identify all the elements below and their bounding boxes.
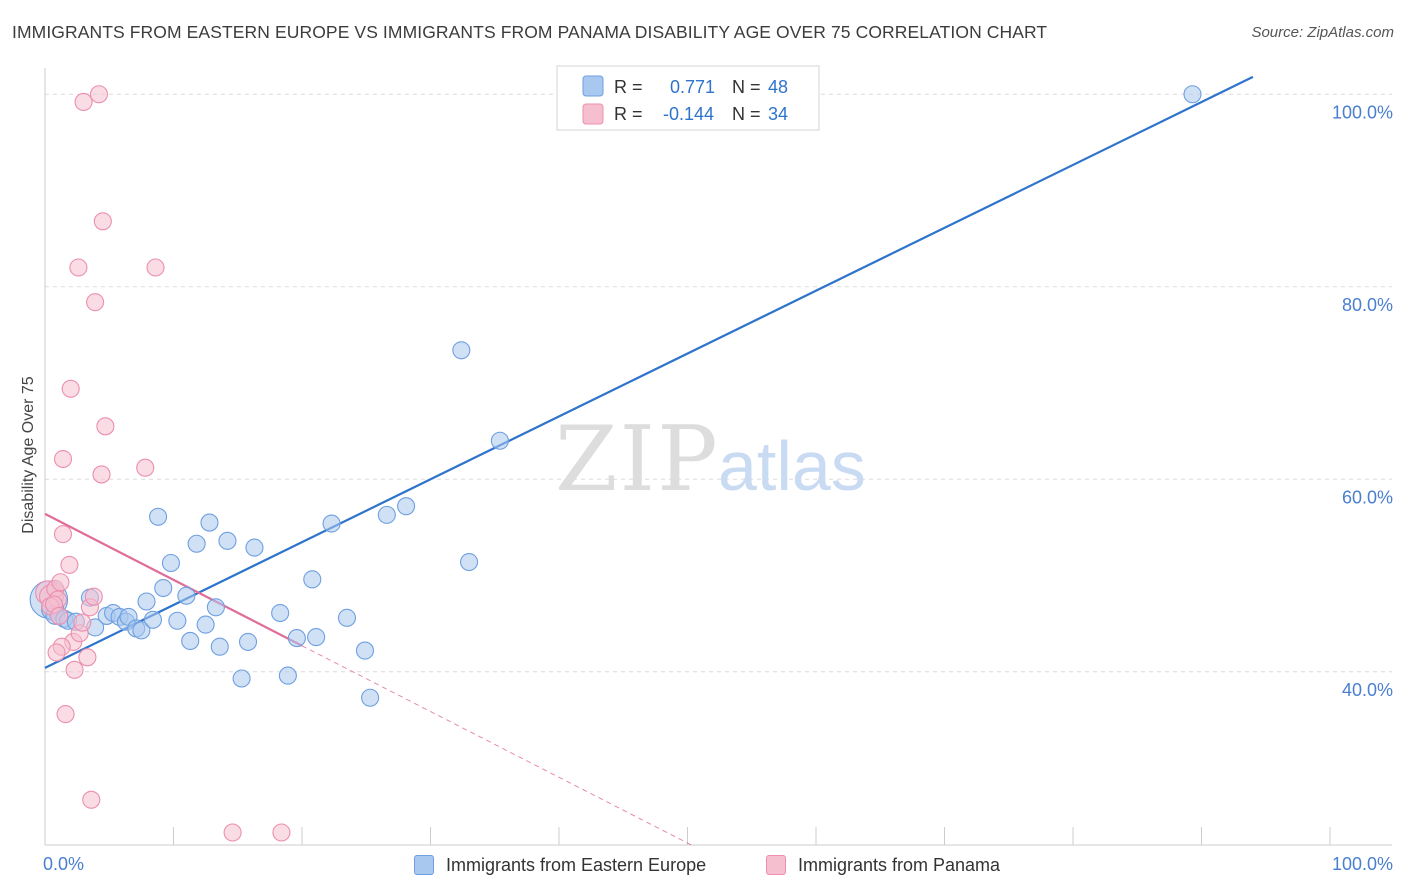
trend-line-blue xyxy=(44,75,1254,669)
y-axis-title: Disability Age Over 75 xyxy=(20,376,37,534)
point-blue-35 xyxy=(303,570,322,589)
point-blue-47 xyxy=(1183,85,1202,104)
watermark-zip: ZIP xyxy=(555,407,720,512)
watermark: ZIP atlas xyxy=(555,407,866,512)
point-blue-20 xyxy=(168,611,187,630)
point-pink-22 xyxy=(92,465,111,484)
point-pink-14 xyxy=(69,258,88,277)
x-tick-label-1: 100.0% xyxy=(1332,854,1393,874)
series-label-pink: Immigrants from Panama xyxy=(798,854,1001,875)
point-blue-16 xyxy=(143,610,162,629)
series-swatch-blue xyxy=(414,855,434,875)
point-blue-30 xyxy=(238,632,258,651)
point-blue-33 xyxy=(278,666,297,685)
point-pink-28 xyxy=(272,823,291,842)
point-pink-19 xyxy=(82,790,101,809)
correlation-legend: R = 0.771 N = 48 R = -0.144 N = 34 xyxy=(556,65,820,131)
legend-r-value-2: -0.144 xyxy=(663,104,714,124)
point-pink-33 xyxy=(73,613,92,632)
point-blue-19 xyxy=(161,553,180,573)
point-blue-25 xyxy=(200,513,219,532)
x-tick-label-0: 0.0% xyxy=(43,854,84,874)
point-blue-39 xyxy=(355,641,375,660)
point-blue-31 xyxy=(245,538,264,557)
point-pink-8 xyxy=(61,379,80,398)
point-blue-40 xyxy=(361,688,380,707)
legend-n-value-1: 48 xyxy=(768,77,788,97)
series-legend-blue: Immigrants from Eastern Europe xyxy=(414,852,706,878)
point-blue-17 xyxy=(149,507,168,526)
point-pink-20 xyxy=(86,293,105,312)
point-pink-6 xyxy=(56,705,75,724)
point-pink-18 xyxy=(84,587,103,606)
point-pink-16 xyxy=(78,648,97,667)
point-blue-26 xyxy=(206,598,225,617)
legend-r-label-1: R = xyxy=(614,77,643,97)
point-pink-15 xyxy=(74,92,93,111)
point-blue-32 xyxy=(271,603,290,623)
point-pink-32 xyxy=(50,606,69,625)
point-blue-37 xyxy=(322,514,341,533)
point-blue-22 xyxy=(181,631,200,651)
chart-title: IMMIGRANTS FROM EASTERN EUROPE VS IMMIGR… xyxy=(12,22,1048,42)
point-pink-10 xyxy=(65,660,84,679)
point-blue-41 xyxy=(377,505,396,524)
point-blue-24 xyxy=(196,615,215,634)
legend-n-label-1: N = xyxy=(732,77,761,97)
point-pink-13 xyxy=(53,449,73,469)
y-tick-label-2: 80.0% xyxy=(1342,295,1393,315)
point-blue-18 xyxy=(154,578,173,598)
point-blue-23 xyxy=(187,534,206,553)
data-points xyxy=(29,83,1202,842)
point-pink-21 xyxy=(89,85,109,104)
point-pink-4 xyxy=(51,573,70,592)
watermark-atlas: atlas xyxy=(718,427,866,505)
point-pink-25 xyxy=(136,458,155,477)
trend-line-pink xyxy=(44,512,303,647)
legend-swatch-pink xyxy=(582,103,604,125)
source-credit: Source: ZipAtlas.com xyxy=(1251,24,1394,41)
point-blue-29 xyxy=(232,669,251,688)
point-pink-26 xyxy=(146,258,165,277)
point-blue-28 xyxy=(218,531,237,550)
point-blue-42 xyxy=(397,497,416,516)
point-blue-43 xyxy=(452,341,471,360)
trend-lines xyxy=(44,75,1254,846)
axes xyxy=(44,68,1392,846)
point-pink-5 xyxy=(53,525,73,544)
legend-r-value-1: 0.771 xyxy=(670,77,715,97)
y-tick-label-1: 60.0% xyxy=(1342,487,1393,507)
series-swatch-pink xyxy=(766,855,786,875)
point-pink-12 xyxy=(47,643,66,662)
y-tick-label-0: 40.0% xyxy=(1342,680,1393,700)
series-legend-pink: Immigrants from Panama xyxy=(766,852,1000,878)
trend-extension-pink xyxy=(301,645,692,846)
legend-n-value-2: 34 xyxy=(768,104,788,124)
legend-r-label-2: R = xyxy=(614,104,643,124)
point-blue-27 xyxy=(210,637,229,656)
point-pink-23 xyxy=(93,212,112,231)
legend-swatch-blue xyxy=(582,75,604,97)
point-blue-38 xyxy=(337,608,357,627)
legend-n-label-2: N = xyxy=(732,104,761,124)
point-blue-15 xyxy=(137,592,156,611)
y-tick-label-3: 100.0% xyxy=(1332,102,1393,122)
point-blue-34 xyxy=(287,629,306,648)
point-pink-27 xyxy=(223,823,242,842)
point-pink-7 xyxy=(60,555,79,574)
tick-labels: 40.0% 60.0% 80.0% 100.0% 0.0% 100.0% xyxy=(43,102,1393,874)
series-label-blue: Immigrants from Eastern Europe xyxy=(446,854,707,875)
point-blue-45 xyxy=(490,431,509,450)
point-blue-36 xyxy=(307,628,326,647)
point-blue-14 xyxy=(132,621,151,640)
point-blue-21 xyxy=(177,586,196,605)
point-pink-24 xyxy=(96,417,115,436)
gridlines xyxy=(45,93,1392,673)
point-blue-44 xyxy=(459,552,479,572)
